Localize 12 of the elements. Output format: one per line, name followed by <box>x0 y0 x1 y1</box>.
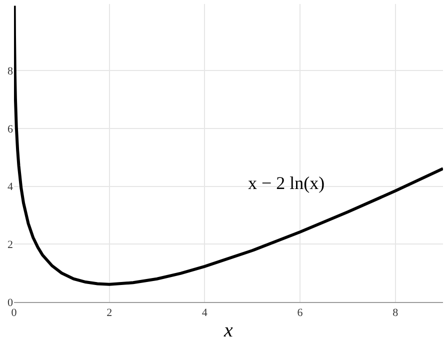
y-tick-label: 8 <box>8 65 14 78</box>
x-tick-label: 4 <box>202 307 208 320</box>
x-tick-label: 6 <box>297 307 304 320</box>
x-tick-label: 2 <box>106 307 112 320</box>
x-tick-label: 8 <box>392 307 399 320</box>
x-axis-title: x <box>223 320 234 342</box>
y-tick-label: 4 <box>8 181 14 194</box>
y-tick-label: 6 <box>8 123 14 136</box>
y-tick-label: 0 <box>8 296 14 309</box>
line-series <box>14 4 443 286</box>
annotation: x − 2 ln(x) <box>248 173 325 193</box>
y-tick-label: 2 <box>8 238 13 251</box>
